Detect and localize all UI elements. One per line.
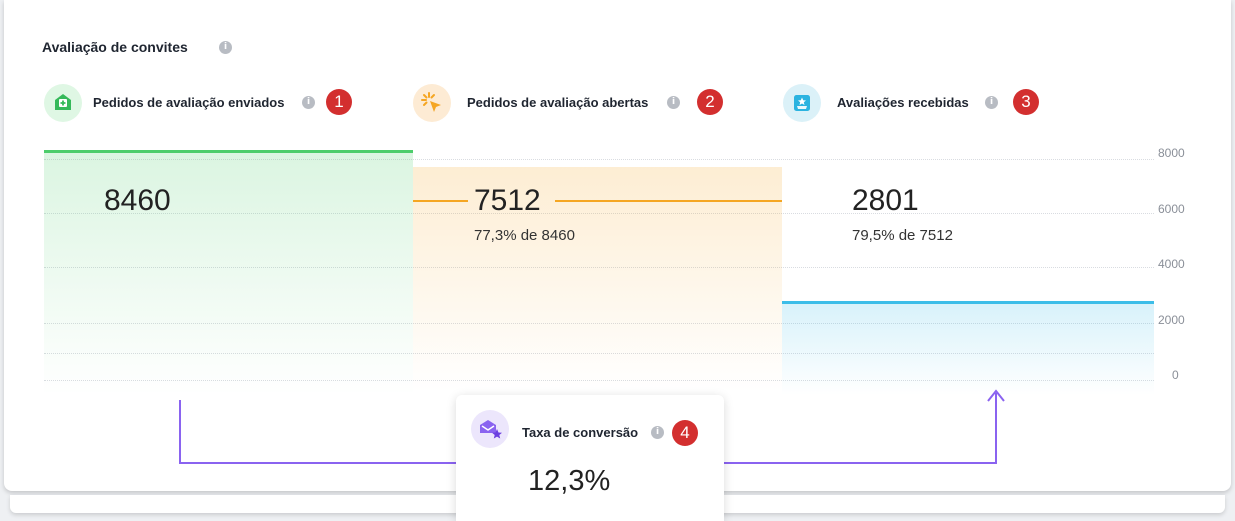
stage-value: 8460	[104, 184, 171, 217]
step-badge: 1	[326, 89, 352, 115]
conversion-value: 12,3%	[528, 465, 611, 497]
y-tick-label: 8000	[1158, 146, 1185, 160]
y-tick-label: 6000	[1158, 202, 1185, 216]
stage-label-opened: Pedidos de avaliação abertas	[467, 95, 649, 110]
connector-line	[413, 200, 468, 202]
cursor-click-icon	[413, 84, 451, 122]
step-badge: 4	[672, 420, 698, 446]
stage-value: 7512	[474, 184, 541, 217]
y-tick-label: 4000	[1158, 257, 1185, 271]
connector-line	[555, 200, 782, 202]
y-tick-label: 0	[1172, 368, 1179, 382]
stage-label-received: Avaliações recebidas	[837, 95, 969, 110]
y-tick-label: 2000	[1158, 313, 1185, 327]
info-icon[interactable]: i	[667, 96, 680, 109]
grid-line	[44, 213, 1154, 214]
grid-line	[44, 380, 1154, 381]
grid-line	[44, 159, 1154, 160]
envelope-star-icon	[471, 410, 509, 448]
envelope-plus-icon	[44, 84, 82, 122]
step-badge: 2	[697, 89, 723, 115]
stage-label-sent: Pedidos de avaliação enviados	[93, 95, 285, 110]
conversion-label: Taxa de conversão	[522, 425, 639, 440]
funnel-bar-received	[782, 300, 1154, 395]
funnel-bar-opened	[413, 166, 782, 392]
stage-percentage: 79,5% de 7512	[852, 227, 953, 244]
grid-line	[44, 353, 1154, 354]
stage-value: 2801	[852, 184, 919, 217]
stage-percentage: 77,3% de 8460	[474, 227, 575, 244]
funnel-bar-sent	[44, 150, 413, 395]
info-icon[interactable]: i	[651, 426, 664, 439]
section-title: Avaliação de convites	[42, 39, 188, 55]
info-icon[interactable]: i	[219, 41, 232, 54]
inbox-star-icon	[783, 84, 821, 122]
step-badge: 3	[1013, 89, 1039, 115]
info-icon[interactable]: i	[985, 96, 998, 109]
grid-line	[44, 267, 1154, 268]
grid-line	[44, 323, 1154, 324]
info-icon[interactable]: i	[302, 96, 315, 109]
